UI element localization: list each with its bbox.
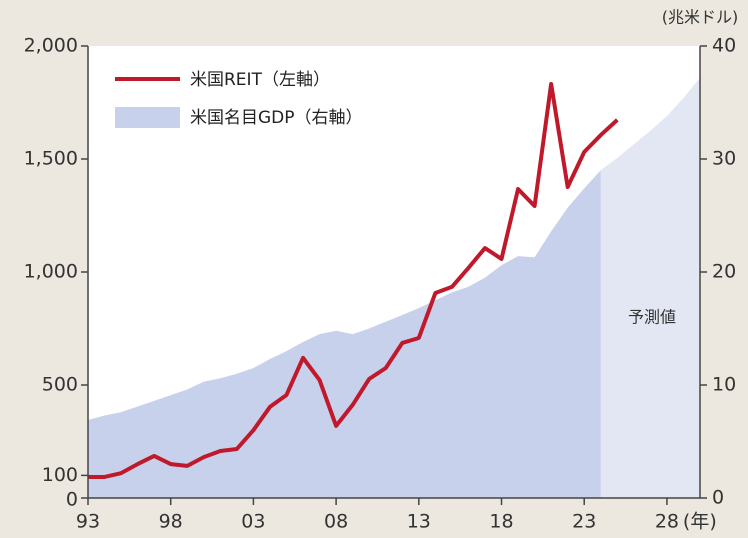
y-tick-label: 1,000	[24, 261, 78, 283]
y-tick-label: 500	[42, 374, 78, 396]
x-tick-label: 98	[159, 511, 183, 533]
gdp-area	[600, 77, 700, 498]
legend-label: 米国REIT（左軸）	[190, 70, 330, 90]
gdp-area	[88, 170, 601, 499]
x-tick-label: 08	[324, 511, 348, 533]
forecast-label: 予測値	[628, 308, 676, 327]
x-unit: (年)	[683, 511, 717, 533]
x-tick-label: 18	[489, 511, 513, 533]
y-tick-label: 100	[42, 464, 78, 486]
x-tick-label: 23	[572, 511, 596, 533]
legend-swatch	[115, 107, 180, 128]
legend-label: 米国名目GDP（右軸）	[190, 108, 363, 128]
y-tick-label: 0	[66, 489, 78, 511]
y2-tick-label: 20	[712, 261, 736, 283]
x-tick-label: 03	[241, 511, 265, 533]
y-tick-label: 1,500	[24, 148, 78, 170]
x-tick-label: 13	[407, 511, 431, 533]
x-tick-label: 28	[655, 511, 679, 533]
y2-tick-label: 0	[712, 487, 724, 509]
y2-tick-label: 40	[712, 35, 736, 57]
y2-tick-label: 10	[712, 374, 736, 396]
y2-unit: (兆米ドル)	[662, 8, 739, 27]
reit-line	[88, 81, 619, 479]
x-tick-label: 93	[76, 511, 100, 533]
y-tick-label: 2,000	[24, 35, 78, 57]
y2-tick-label: 30	[712, 148, 736, 170]
